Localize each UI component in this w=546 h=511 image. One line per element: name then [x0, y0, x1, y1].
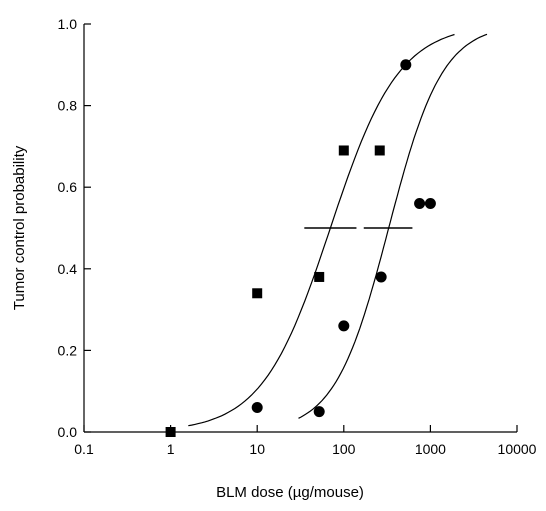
square-point [338, 145, 349, 156]
y-tick-label: 0.4 [58, 261, 78, 277]
x-tick-label: 100 [332, 441, 356, 457]
y-tick-label: 1.0 [58, 16, 78, 32]
fit-curve [188, 33, 455, 427]
circle-point [375, 271, 387, 283]
y-axis-label: Tumor control probability [11, 145, 28, 310]
x-tick-label: 10000 [498, 441, 537, 457]
x-tick-label: 0.1 [74, 441, 94, 457]
y-tick-label: 0.8 [58, 98, 78, 114]
x-axis-label: BLM dose (µg/mouse) [216, 484, 364, 501]
x-tick-label: 1 [167, 441, 175, 457]
fit-curves [188, 33, 488, 427]
x-tick-label: 10 [249, 441, 265, 457]
square-point [252, 288, 263, 299]
y-tick-label: 0.0 [58, 424, 78, 440]
square-point [165, 427, 176, 437]
circle-point [414, 198, 426, 210]
square-point [314, 271, 325, 282]
y-tick-label: 0.6 [58, 179, 78, 195]
y-ticks: 0.0 0.2 0.4 0.6 0.8 1.0 [58, 16, 91, 440]
circle-point [424, 198, 436, 210]
y-tick-label: 0.2 [58, 342, 78, 358]
data-points [165, 59, 436, 437]
circle-point [338, 320, 350, 332]
plot-area: 0.0 0.2 0.4 0.6 0.8 1.0 0.1 1 10 100 1000 10000 [58, 16, 537, 457]
circle-point [251, 402, 263, 414]
x-tick-label: 1000 [415, 441, 446, 457]
x-ticks: 0.1 1 10 100 1000 10000 [74, 425, 537, 457]
circle-point [313, 406, 325, 418]
circle-point [400, 59, 412, 71]
fit-curve [298, 33, 488, 419]
square-point [374, 145, 385, 156]
